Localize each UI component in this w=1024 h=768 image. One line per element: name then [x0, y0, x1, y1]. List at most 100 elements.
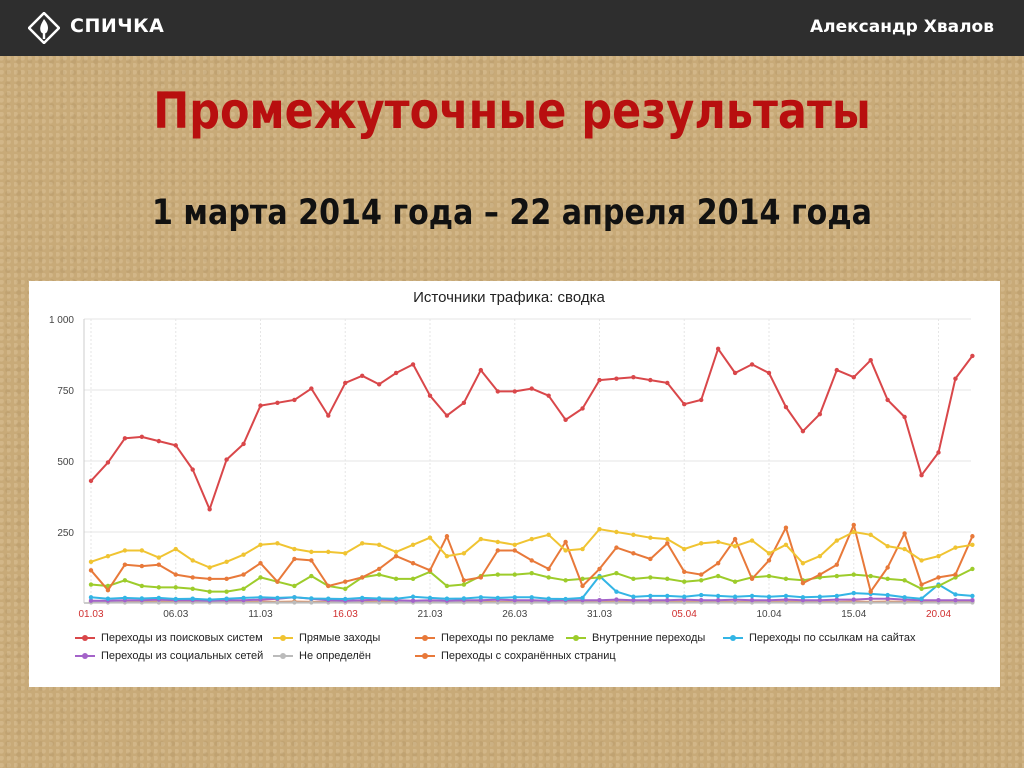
data-point	[156, 595, 161, 601]
data-point	[529, 558, 534, 563]
legend-item[interactable]: Прямые заходы	[273, 632, 380, 644]
data-point	[699, 597, 704, 603]
data-point	[715, 597, 721, 603]
data-point	[241, 441, 246, 447]
data-point	[495, 572, 500, 577]
legend-item[interactable]: Переходы из поисковых систем	[75, 632, 263, 644]
data-point	[868, 357, 873, 363]
legend-label: Внутренние переходы	[592, 632, 706, 644]
legend-marker	[723, 633, 743, 643]
legend-item[interactable]: Внутренние переходы	[566, 632, 705, 644]
legend-label: Переходы из социальных сетей	[101, 650, 264, 662]
data-point	[817, 411, 823, 417]
data-point	[885, 576, 890, 582]
data-point	[529, 570, 534, 576]
data-point	[953, 572, 958, 577]
data-point	[309, 596, 314, 601]
legend-item[interactable]: Переходы с сохранённых страниц	[415, 650, 616, 662]
data-point	[665, 380, 670, 386]
data-point	[495, 539, 500, 545]
data-point	[851, 529, 856, 535]
data-point	[258, 561, 263, 566]
data-point	[919, 596, 924, 601]
data-point	[715, 539, 721, 545]
legend-item[interactable]: Переходы по ссылкам на сайтах	[723, 632, 915, 644]
data-point	[682, 546, 687, 552]
data-point	[580, 583, 585, 589]
data-point	[732, 370, 738, 376]
data-point	[512, 542, 517, 547]
data-point	[648, 377, 653, 383]
data-point	[614, 545, 619, 550]
legend-marker	[75, 651, 95, 661]
data-point	[512, 595, 517, 600]
slide-title: Промежуточные результаты	[153, 82, 871, 140]
data-point	[970, 597, 975, 603]
x-tick-label: 11.03	[248, 609, 273, 620]
data-point	[919, 582, 924, 587]
data-point	[953, 597, 958, 603]
data-point	[88, 598, 94, 603]
data-point	[105, 588, 111, 593]
data-point	[207, 597, 212, 602]
data-point	[376, 566, 382, 572]
data-point	[88, 595, 94, 600]
legend-item[interactable]: Переходы из социальных сетей	[75, 650, 263, 662]
x-tick-label: 06.03	[163, 609, 188, 620]
data-point	[699, 541, 704, 546]
data-point	[393, 596, 399, 601]
data-point	[885, 592, 890, 598]
data-point	[207, 565, 212, 570]
chart-title: Источники трафика: сводка	[413, 289, 605, 306]
legend-marker	[415, 633, 435, 643]
data-point	[665, 597, 670, 603]
data-point	[597, 526, 602, 532]
data-point	[88, 559, 94, 565]
data-point	[393, 553, 399, 559]
data-point	[292, 583, 297, 589]
legend-label: Переходы из поисковых систем	[101, 632, 263, 644]
data-point	[902, 595, 907, 600]
data-point	[953, 592, 958, 597]
data-point	[631, 375, 636, 380]
x-tick-label: 16.03	[333, 609, 358, 620]
data-point	[326, 549, 331, 555]
data-point	[936, 583, 941, 589]
data-point	[715, 573, 721, 579]
data-point	[614, 570, 619, 576]
data-point	[190, 558, 195, 563]
data-point	[919, 586, 924, 591]
legend-item[interactable]: Переходы по рекламе	[415, 632, 554, 644]
data-point	[173, 596, 178, 602]
data-point	[444, 413, 450, 418]
data-point	[427, 535, 433, 540]
data-point	[783, 597, 789, 602]
data-point	[309, 600, 314, 605]
series-1	[88, 526, 975, 570]
data-point	[868, 589, 873, 594]
data-point	[885, 596, 890, 601]
data-point	[241, 572, 246, 577]
data-point	[953, 545, 958, 550]
data-point	[139, 563, 145, 569]
data-point	[936, 553, 941, 559]
legend-label: Переходы по ссылкам на сайтах	[749, 632, 916, 644]
data-point	[376, 542, 382, 547]
y-tick-label: 500	[57, 457, 74, 468]
data-point	[224, 596, 229, 601]
data-point	[817, 572, 823, 577]
data-point	[360, 373, 365, 378]
data-point	[156, 555, 161, 560]
data-point	[732, 579, 738, 584]
data-point	[478, 595, 484, 600]
x-tick-label: 10.04	[756, 609, 781, 620]
data-point	[648, 593, 653, 599]
data-point	[173, 585, 178, 590]
data-point	[156, 585, 161, 590]
data-point	[546, 596, 551, 601]
legend-item[interactable]: Не определён	[273, 650, 371, 662]
data-point	[783, 525, 789, 530]
data-point	[817, 553, 823, 559]
data-point	[122, 436, 128, 441]
data-point	[563, 596, 568, 602]
